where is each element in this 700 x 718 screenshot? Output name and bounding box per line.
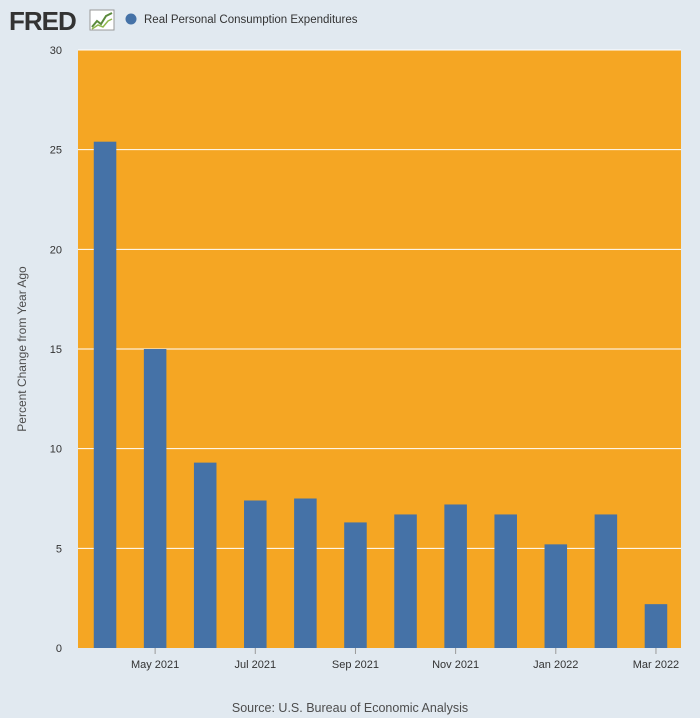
gridlines <box>78 49 681 549</box>
x-tick-label: Mar 2022 <box>633 659 679 671</box>
x-tick-label: Jul 2021 <box>234 659 276 671</box>
fred-logo[interactable]: FRED <box>9 6 115 36</box>
x-tick-label: Sep 2021 <box>332 659 379 671</box>
fred-logo-text: FRED <box>9 6 76 36</box>
y-tick-label: 25 <box>50 145 62 157</box>
bar[interactable] <box>93 141 117 648</box>
bar[interactable] <box>494 514 517 648</box>
bar[interactable] <box>544 544 568 648</box>
legend-label: Real Personal Consumption Expenditures <box>144 14 358 26</box>
x-tick-label: May 2021 <box>131 659 179 671</box>
y-axis-ticks: 0 5 10 15 20 25 30 <box>50 45 62 655</box>
y-tick-label: 10 <box>50 444 62 456</box>
y-tick-label: 20 <box>50 244 62 256</box>
y-axis-title: Percent Change from Year Ago <box>15 266 29 432</box>
bar[interactable] <box>244 500 267 648</box>
chart-line-icon <box>89 9 115 31</box>
bar[interactable] <box>294 498 317 649</box>
y-tick-label: 30 <box>50 45 62 57</box>
bars <box>93 141 668 649</box>
bar[interactable] <box>394 514 417 648</box>
x-tick-label: Jan 2022 <box>533 659 578 671</box>
bar[interactable] <box>193 462 217 648</box>
bar[interactable] <box>644 604 668 648</box>
source-note: Source: U.S. Bureau of Economic Analysis <box>232 701 468 715</box>
bar[interactable] <box>143 349 167 648</box>
y-tick-label: 0 <box>56 643 62 655</box>
y-tick-label: 15 <box>50 344 62 356</box>
y-tick-label: 5 <box>56 543 62 555</box>
legend: Real Personal Consumption Expenditures <box>125 13 358 26</box>
x-axis-ticks: May 2021 Jul 2021 Sep 2021 Nov 2021 Jan 2022… <box>131 648 679 671</box>
bar[interactable] <box>444 504 467 648</box>
legend-marker <box>125 13 137 25</box>
bar[interactable] <box>344 522 367 648</box>
x-tick-label: Nov 2021 <box>432 659 479 671</box>
bar[interactable] <box>594 514 618 648</box>
